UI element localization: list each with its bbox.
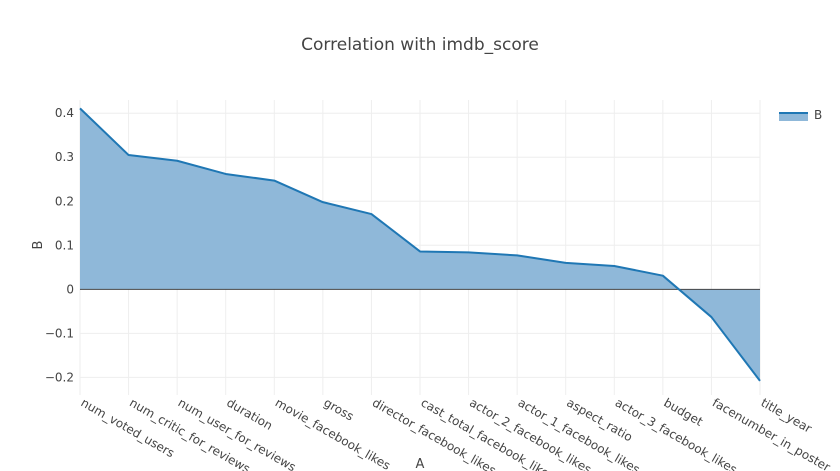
y-tick-label: 0.1 — [55, 238, 74, 252]
chart-title: Correlation with imdb_score — [301, 35, 539, 55]
y-tick-label: −0.2 — [45, 370, 74, 384]
y-axis-ticks: −0.2 −0.1 0 0.1 0.2 0.3 0.4 — [45, 106, 74, 384]
y-tick-label: 0.3 — [55, 150, 74, 164]
y-axis-title: B — [31, 241, 46, 250]
x-tick-label: gross — [321, 395, 356, 423]
area-fill — [80, 108, 760, 381]
y-tick-label: 0.4 — [55, 106, 74, 120]
x-axis-ticks: num_voted_usersnum_critic_for_reviewsnum… — [79, 395, 833, 471]
x-axis-title: A — [416, 457, 425, 471]
legend-swatch-fill — [779, 113, 808, 121]
series-line — [79, 107, 761, 382]
y-tick-label: 0 — [66, 282, 74, 296]
legend[interactable]: B — [779, 108, 822, 122]
area-layer — [79, 107, 761, 382]
legend-label: B — [814, 108, 822, 122]
y-tick-label: 0.2 — [55, 194, 74, 208]
y-tick-label: −0.1 — [45, 326, 74, 340]
